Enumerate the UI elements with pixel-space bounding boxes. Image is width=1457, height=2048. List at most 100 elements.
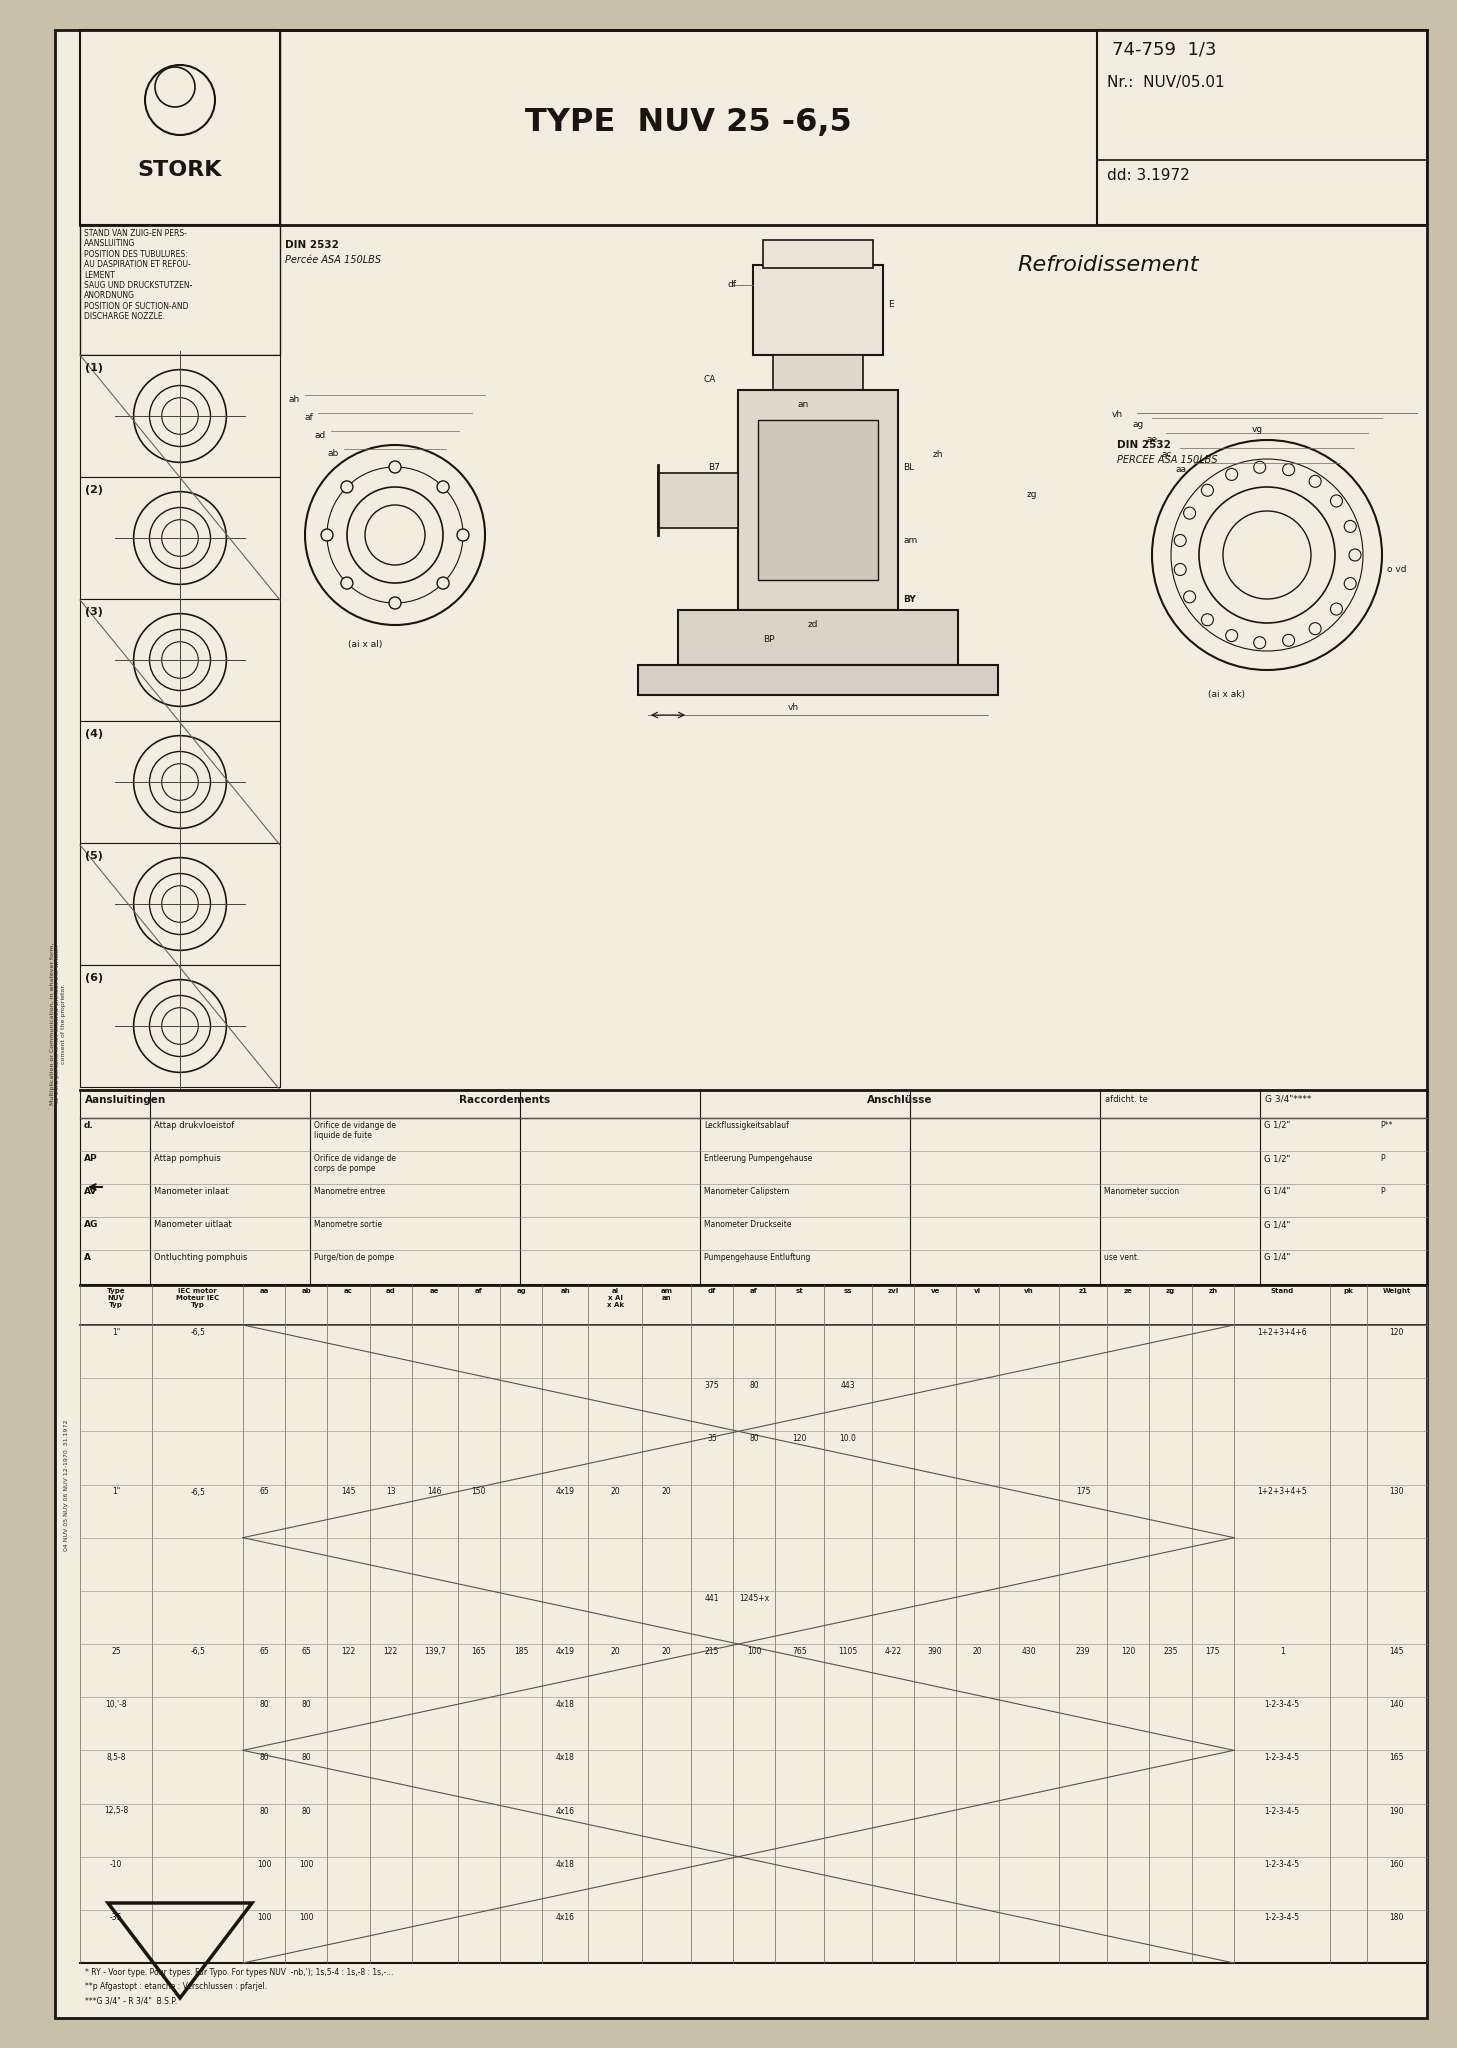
Text: G 1/4": G 1/4" xyxy=(1265,1221,1291,1229)
Circle shape xyxy=(1330,496,1342,508)
Bar xyxy=(659,473,739,528)
Text: 140: 140 xyxy=(1390,1700,1405,1710)
Bar xyxy=(774,354,863,389)
Text: 443: 443 xyxy=(841,1380,855,1391)
Text: 1": 1" xyxy=(112,1327,121,1337)
Text: Manometer uitlaat: Manometer uitlaat xyxy=(154,1221,232,1229)
Text: ah: ah xyxy=(561,1288,570,1294)
Text: G 1/2": G 1/2" xyxy=(1265,1153,1291,1163)
Text: DIN 2532: DIN 2532 xyxy=(1118,440,1171,451)
Text: 80: 80 xyxy=(259,1700,270,1710)
Text: 150: 150 xyxy=(472,1487,487,1497)
Text: STORK: STORK xyxy=(138,160,221,180)
Bar xyxy=(80,354,280,477)
Text: 130: 130 xyxy=(1390,1487,1405,1497)
Text: DIN 2532: DIN 2532 xyxy=(286,240,339,250)
Text: (2): (2) xyxy=(85,485,103,496)
Text: Manometer Calipstern: Manometer Calipstern xyxy=(704,1188,790,1196)
Text: 120: 120 xyxy=(1120,1647,1135,1657)
Text: 80: 80 xyxy=(749,1434,759,1444)
Text: 100: 100 xyxy=(747,1647,762,1657)
Text: Stand: Stand xyxy=(1271,1288,1294,1294)
Text: 1+2+3+4+6: 1+2+3+4+6 xyxy=(1257,1327,1307,1337)
Circle shape xyxy=(1310,623,1321,635)
Circle shape xyxy=(1253,461,1266,473)
Text: 165: 165 xyxy=(1390,1753,1405,1763)
Text: afdicht. te: afdicht. te xyxy=(1104,1096,1148,1104)
Text: -35: -35 xyxy=(109,1913,122,1921)
Text: aa: aa xyxy=(259,1288,268,1294)
Bar xyxy=(80,721,280,844)
Text: A: A xyxy=(85,1253,90,1262)
Text: 04 NUV 05 NUV 06 NUV 12-1970  31.1972: 04 NUV 05 NUV 06 NUV 12-1970 31.1972 xyxy=(64,1419,70,1550)
Text: ***G 3/4" - R 3/4"  B.S.P.: ***G 3/4" - R 3/4" B.S.P. xyxy=(85,1997,178,2005)
Text: 1-2-3-4-5: 1-2-3-4-5 xyxy=(1265,1860,1300,1868)
Text: ab: ab xyxy=(302,1288,312,1294)
Circle shape xyxy=(1345,578,1356,590)
Text: 4x18: 4x18 xyxy=(555,1753,574,1763)
Text: ad: ad xyxy=(315,430,326,440)
Text: E: E xyxy=(887,299,893,309)
Circle shape xyxy=(389,461,401,473)
Text: AP: AP xyxy=(85,1153,98,1163)
Text: vh: vh xyxy=(1024,1288,1033,1294)
Text: 100: 100 xyxy=(256,1913,271,1921)
Text: G 3/4"****: G 3/4"**** xyxy=(1265,1096,1311,1104)
Text: ac: ac xyxy=(344,1288,353,1294)
Text: 20: 20 xyxy=(661,1487,672,1497)
Circle shape xyxy=(1225,629,1237,641)
Text: Manometer inlaat: Manometer inlaat xyxy=(154,1188,229,1196)
Text: Raccordements: Raccordements xyxy=(459,1096,551,1106)
Bar xyxy=(678,610,959,666)
Text: Type
NUV
Typ: Type NUV Typ xyxy=(106,1288,125,1309)
Text: 375: 375 xyxy=(705,1380,720,1391)
Text: 1105: 1105 xyxy=(838,1647,857,1657)
Circle shape xyxy=(321,528,334,541)
Text: am
an: am an xyxy=(660,1288,673,1300)
Text: 20: 20 xyxy=(610,1487,621,1497)
Text: 100: 100 xyxy=(299,1913,313,1921)
Text: -6,5: -6,5 xyxy=(191,1327,205,1337)
Text: Refroidissement: Refroidissement xyxy=(1017,256,1199,274)
Text: 239: 239 xyxy=(1075,1647,1090,1657)
Text: (ai x al): (ai x al) xyxy=(348,639,382,649)
Text: Leckflussigkeitsablauf: Leckflussigkeitsablauf xyxy=(704,1120,788,1130)
Text: Orifice de vidange de
corps de pompe: Orifice de vidange de corps de pompe xyxy=(315,1153,396,1174)
Text: 1": 1" xyxy=(112,1487,121,1497)
Circle shape xyxy=(437,578,449,590)
Text: P: P xyxy=(1380,1153,1384,1163)
Text: (5): (5) xyxy=(85,852,103,860)
Text: 100: 100 xyxy=(256,1860,271,1868)
Text: 441: 441 xyxy=(705,1593,720,1604)
Text: 180: 180 xyxy=(1390,1913,1405,1921)
Text: Aansluitingen: Aansluitingen xyxy=(85,1096,166,1106)
Text: BP: BP xyxy=(763,635,775,643)
Text: df: df xyxy=(728,281,737,289)
Text: 65: 65 xyxy=(302,1647,312,1657)
Text: Multiplication or Communication, in whatever form,
to third persons is not allow: Multiplication or Communication, in what… xyxy=(50,942,67,1106)
Text: af: af xyxy=(305,414,313,422)
Text: 80: 80 xyxy=(259,1806,270,1815)
Text: 160: 160 xyxy=(1390,1860,1405,1868)
Text: TYPE  NUV 25 -6,5: TYPE NUV 25 -6,5 xyxy=(525,106,851,137)
Text: zh: zh xyxy=(1208,1288,1217,1294)
Text: 13: 13 xyxy=(386,1487,396,1497)
Text: 80: 80 xyxy=(259,1753,270,1763)
Text: 4x16: 4x16 xyxy=(555,1806,574,1815)
Text: 190: 190 xyxy=(1390,1806,1405,1815)
Text: 25: 25 xyxy=(111,1647,121,1657)
Text: G 1/4": G 1/4" xyxy=(1265,1188,1291,1196)
Text: af: af xyxy=(475,1288,482,1294)
Circle shape xyxy=(341,481,353,494)
Text: an: an xyxy=(798,399,809,410)
Text: Manometer succion: Manometer succion xyxy=(1104,1188,1179,1196)
Text: 20: 20 xyxy=(661,1647,672,1657)
Bar xyxy=(763,240,873,268)
Text: 430: 430 xyxy=(1021,1647,1036,1657)
Text: 120: 120 xyxy=(1390,1327,1405,1337)
Text: 1: 1 xyxy=(1279,1647,1285,1657)
Text: ze: ze xyxy=(1123,1288,1132,1294)
Text: CA: CA xyxy=(702,375,715,385)
Text: Entleerung Pumpengehause: Entleerung Pumpengehause xyxy=(704,1153,812,1163)
Bar xyxy=(739,389,898,610)
